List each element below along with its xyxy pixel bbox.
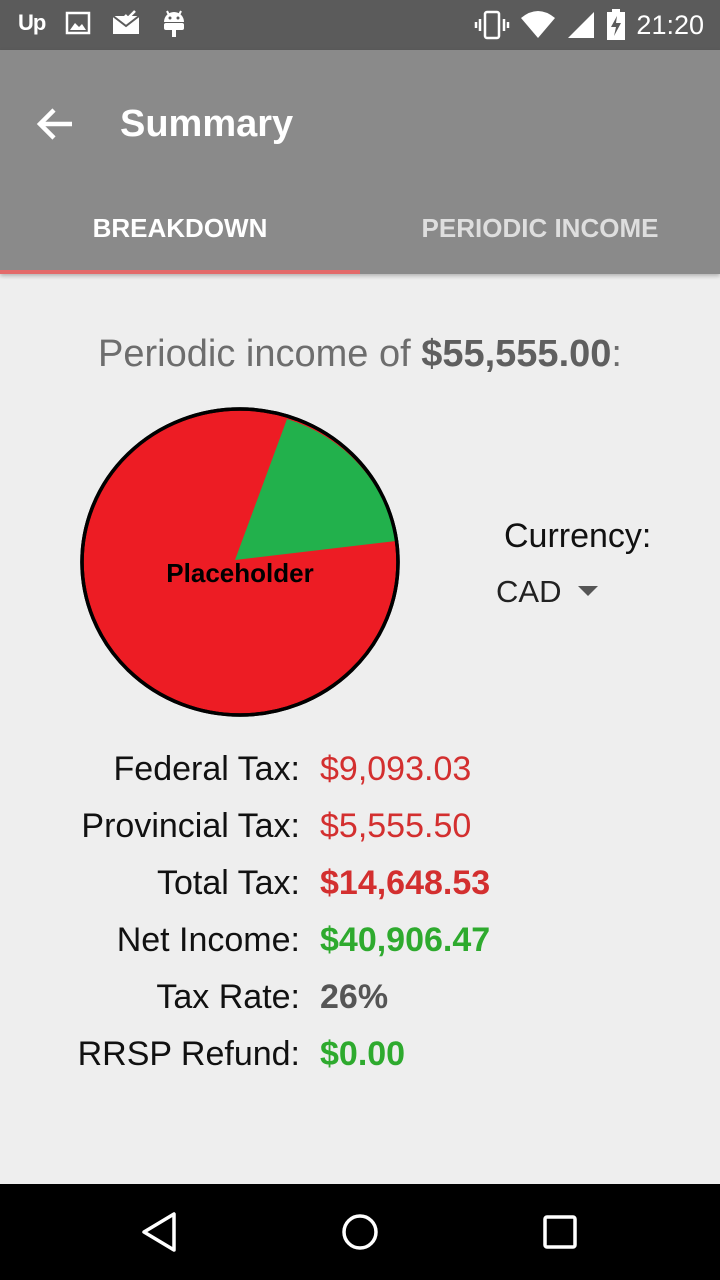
rrsp-refund-value: $0.00 bbox=[320, 1035, 406, 1073]
rrsp-refund-label: RRSP Refund: bbox=[77, 1035, 300, 1073]
upwork-icon: Up bbox=[18, 10, 46, 35]
nav-recents-button[interactable] bbox=[534, 1206, 586, 1258]
total-tax-value: $14,648.53 bbox=[320, 864, 491, 902]
nav-home-button[interactable] bbox=[334, 1206, 386, 1258]
dropdown-arrow-icon bbox=[578, 586, 598, 596]
battery-charging-icon bbox=[607, 9, 626, 40]
tax-rate-row: Tax Rate: 26% bbox=[0, 972, 720, 1022]
tax-pie-chart: Placeholder bbox=[80, 407, 400, 717]
provincial-tax-label: Provincial Tax: bbox=[81, 807, 300, 845]
image-icon bbox=[66, 11, 91, 35]
wifi-icon bbox=[521, 11, 556, 38]
back-triangle-icon bbox=[142, 1212, 176, 1252]
pie-outline bbox=[80, 407, 400, 717]
app-bar: Summary BREAKDOWN PERIODIC INCOME bbox=[0, 50, 720, 274]
navigation-bar bbox=[0, 1184, 720, 1280]
federal-tax-value: $9,093.03 bbox=[320, 750, 472, 788]
net-income-value: $40,906.47 bbox=[320, 921, 491, 959]
currency-value: CAD bbox=[496, 574, 562, 609]
provincial-tax-row: Provincial Tax: $5,555.50 bbox=[0, 801, 720, 851]
total-tax-label: Total Tax: bbox=[156, 864, 300, 902]
provincial-tax-value: $5,555.50 bbox=[320, 807, 472, 845]
back-button[interactable] bbox=[30, 102, 82, 146]
tax-rate-value: 26% bbox=[320, 978, 389, 1016]
tax-rate-label: Tax Rate: bbox=[156, 978, 300, 1016]
tab-breakdown[interactable]: BREAKDOWN bbox=[0, 190, 360, 274]
home-circle-icon bbox=[342, 1214, 378, 1250]
income-headline: Periodic income of $55,555.00: bbox=[0, 330, 720, 378]
headline-amount: $55,555.00 bbox=[421, 333, 612, 375]
currency-dropdown[interactable]: CAD bbox=[496, 572, 616, 612]
tab-breakdown-label: BREAKDOWN bbox=[92, 213, 268, 243]
page-title: Summary bbox=[120, 103, 294, 145]
total-tax-row: Total Tax: $14,648.53 bbox=[0, 858, 720, 908]
tab-periodic-income-label: PERIODIC INCOME bbox=[421, 213, 659, 243]
headline-suffix: : bbox=[611, 333, 622, 375]
net-income-row: Net Income: $40,906.47 bbox=[0, 915, 720, 965]
clock: 21:20 bbox=[636, 10, 704, 40]
currency-label: Currency: bbox=[504, 517, 652, 555]
signal-icon bbox=[568, 12, 595, 38]
vibrate-icon bbox=[475, 10, 510, 40]
rrsp-refund-row: RRSP Refund: $0.00 bbox=[0, 1029, 720, 1079]
tab-periodic-income[interactable]: PERIODIC INCOME bbox=[360, 190, 720, 274]
headline-prefix: Periodic income of bbox=[98, 333, 422, 375]
federal-tax-label: Federal Tax: bbox=[113, 750, 300, 788]
android-icon bbox=[164, 10, 185, 37]
notification-icons: Up bbox=[18, 8, 187, 38]
recents-square-icon bbox=[543, 1215, 577, 1249]
arrow-left-icon bbox=[36, 108, 72, 140]
mail-check-icon bbox=[112, 10, 140, 34]
pie-slice-net bbox=[235, 419, 396, 560]
nav-back-button[interactable] bbox=[134, 1206, 186, 1258]
system-icons: 21:20 bbox=[474, 8, 704, 42]
net-income-label: Net Income: bbox=[116, 921, 300, 959]
active-tab-indicator bbox=[0, 270, 360, 274]
federal-tax-row: Federal Tax: $9,093.03 bbox=[0, 744, 720, 794]
chart-placeholder-label: Placeholder bbox=[166, 558, 313, 588]
status-bar: Up bbox=[0, 0, 720, 50]
